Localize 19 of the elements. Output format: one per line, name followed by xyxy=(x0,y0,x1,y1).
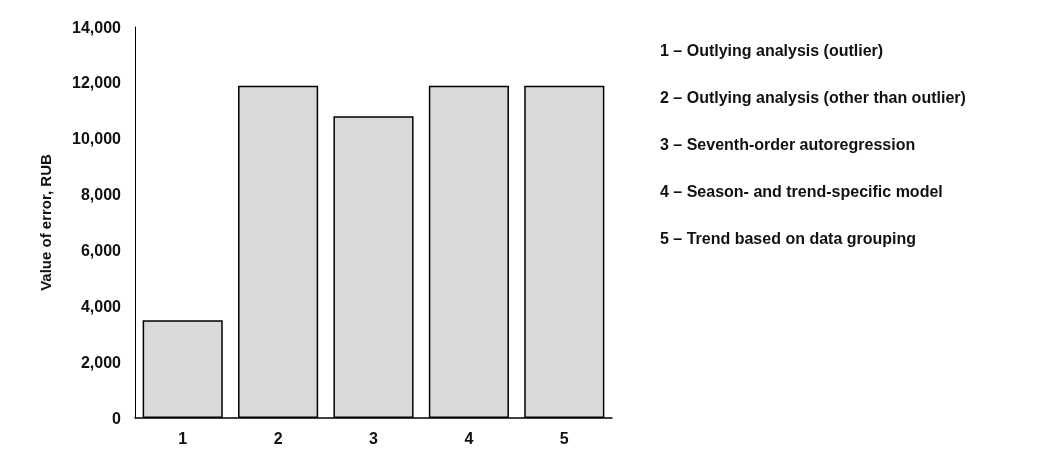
y-tick-label: 14,000 xyxy=(72,18,122,36)
x-tick-label: 3 xyxy=(369,429,379,447)
y-tick-label: 4,000 xyxy=(80,297,122,315)
y-tick-label: 12,000 xyxy=(72,74,122,92)
y-tick-label: 0 xyxy=(112,409,122,427)
y-tick-label: 8,000 xyxy=(80,186,122,204)
y-tick-label: 10,000 xyxy=(72,130,122,148)
text: 3 – Seventh-order autoregression xyxy=(660,135,916,153)
y-axis-title: Value of error, RUB xyxy=(37,153,54,291)
x-tick-label: 2 xyxy=(273,429,283,447)
x-tick-label: 4 xyxy=(464,429,474,447)
x-tick-label: 5 xyxy=(559,429,569,447)
text: 2 – Outlying analysis (other than outlier) xyxy=(660,88,966,106)
y-tick-label: 2,000 xyxy=(80,353,122,371)
y-tick-label: 6,000 xyxy=(80,241,122,259)
x-tick-label: 1 xyxy=(178,429,188,447)
text: 4 – Season- and trend-specific model xyxy=(660,182,943,200)
text: 1 – Outlying analysis (outlier) xyxy=(660,41,884,59)
text: 5 – Trend based on data grouping xyxy=(660,229,917,247)
